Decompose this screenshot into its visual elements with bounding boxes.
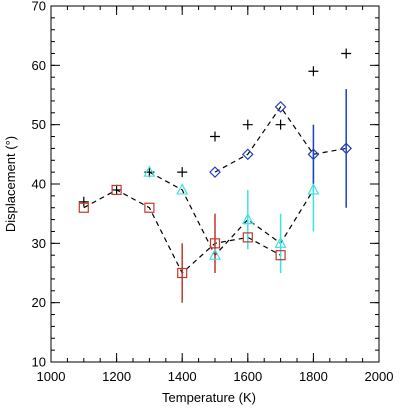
markers: [78, 48, 353, 279]
x-tick-label: 1600: [233, 369, 262, 384]
y-tick-label: 20: [32, 295, 46, 310]
y-tick-label: 40: [32, 177, 46, 192]
data-point-plus: [210, 131, 220, 142]
data-point-plus: [78, 196, 89, 207]
data-point-plus: [308, 66, 319, 77]
data-point-diamond: [209, 166, 221, 178]
minor-ticks: [50, 5, 380, 363]
data-point-plus: [275, 119, 286, 130]
x-tick-label: 1800: [299, 369, 328, 384]
major-ticks: [50, 5, 380, 363]
data-point-square: [111, 184, 122, 196]
data-point-triangle: [143, 165, 156, 177]
data-point-plus: [177, 167, 188, 178]
data-point-square: [242, 232, 253, 243]
data-point-plus: [111, 184, 122, 195]
y-tick-label: 10: [32, 355, 46, 370]
x-tick-label: 1000: [37, 369, 66, 384]
data-point-plus: [341, 48, 352, 59]
data-point-square: [177, 267, 188, 279]
data-point-square: [144, 202, 155, 213]
y-tick-label: 70: [32, 0, 46, 14]
plot-border: [50, 5, 380, 363]
tick-labels: 1000 1200 1400 1600 1800 2000 10 20 30 40 50 60 70: [32, 0, 394, 384]
y-axis-title: Displacement (°): [3, 136, 18, 232]
data-point-triangle: [274, 236, 287, 248]
data-point-square: [275, 250, 286, 261]
data-point-diamond: [307, 148, 320, 161]
y-tick-label: 60: [32, 58, 46, 73]
series-line-diamond: [214, 105, 347, 173]
x-tick-label: 1200: [102, 369, 131, 384]
data-point-diamond: [340, 142, 353, 155]
data-point-plus: [242, 119, 253, 130]
data-point-triangle: [307, 183, 320, 195]
data-point-square: [209, 238, 221, 249]
series-line-triangle: [149, 171, 314, 257]
error-bars: [181, 89, 347, 303]
data-point-triangle: [209, 248, 221, 260]
x-axis-title: Temperature (K): [162, 390, 256, 405]
data-point-triangle: [241, 212, 254, 225]
data-point-diamond: [274, 101, 287, 113]
data-point-square: [78, 202, 89, 213]
x-tick-label: 1400: [168, 369, 197, 384]
x-tick-label: 2000: [365, 369, 394, 384]
data-point-triangle: [176, 183, 189, 195]
y-tick-label: 30: [32, 236, 46, 251]
data-point-diamond: [241, 148, 254, 161]
plot-frame: [50, 5, 380, 363]
y-tick-label: 50: [32, 117, 46, 132]
